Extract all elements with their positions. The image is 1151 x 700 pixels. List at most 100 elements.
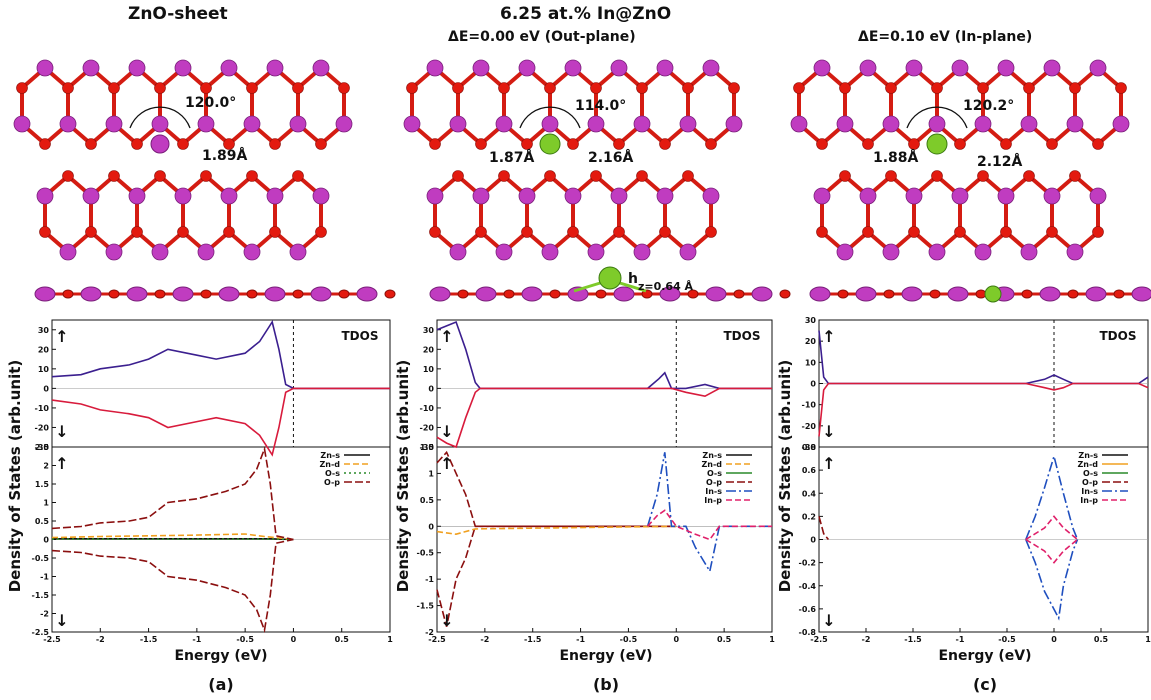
- series-line: [51, 320, 390, 390]
- series-line: [436, 525, 677, 627]
- zn-atom: [1066, 115, 1084, 133]
- y-tick-label: -10: [35, 404, 50, 413]
- col-b-subtitle: ΔE=0.00 eV (Out-plane): [448, 29, 636, 45]
- o-atom: [16, 82, 28, 94]
- zn-atom: [633, 115, 651, 133]
- y-tick-label: 0.5: [420, 496, 435, 505]
- tdos-label: TDOS: [724, 329, 761, 343]
- y-tick-label: 1.5: [420, 443, 435, 452]
- zn-atom-side: [80, 286, 102, 302]
- o-atom-side: [1067, 289, 1079, 299]
- zn-atom: [128, 59, 146, 77]
- zn-atom: [449, 243, 467, 261]
- series-line: [52, 538, 294, 541]
- o-atom: [1092, 138, 1104, 150]
- zn-atom: [564, 59, 582, 77]
- main-title: 6.25 at.% In@ZnO: [500, 4, 672, 24]
- o-atom: [177, 226, 189, 238]
- legend-label: Zn-s: [702, 451, 722, 460]
- o-atom: [292, 82, 304, 94]
- spin-up-arrow: ↑: [55, 454, 68, 473]
- y-tick-label: 20: [423, 345, 435, 354]
- zn-atom-side: [659, 286, 681, 302]
- x-axis-label: Energy (eV): [559, 648, 652, 664]
- series-line: [1025, 515, 1079, 541]
- zn-atom: [702, 187, 720, 205]
- zn-atom: [610, 187, 628, 205]
- y-tick-label: -10: [802, 401, 817, 410]
- o-atom: [613, 226, 625, 238]
- y-tick-label: -30: [420, 443, 435, 452]
- x-tick-label: -1: [956, 635, 965, 644]
- bond-length-label-a: 1.89Å: [202, 147, 248, 164]
- zn-atom: [289, 115, 307, 133]
- zn-atom: [951, 187, 969, 205]
- zn-atom: [541, 243, 559, 261]
- o-atom: [862, 226, 874, 238]
- zn-atom: [1043, 187, 1061, 205]
- o-atom: [636, 170, 648, 182]
- o-atom: [839, 82, 851, 94]
- y-tick-label: -20: [35, 423, 50, 432]
- y-tick-label: 0: [810, 536, 816, 545]
- series-line: [436, 525, 677, 536]
- x-tick-label: -1: [576, 635, 585, 644]
- y-axis-label: Density of States (arb.unit): [394, 360, 412, 593]
- o-atom: [1069, 170, 1081, 182]
- zn-atom: [266, 59, 284, 77]
- zn-atom-side: [751, 286, 773, 302]
- zn-atom: [426, 187, 444, 205]
- x-tick-label: -0.5: [236, 635, 254, 644]
- series-line: [646, 452, 772, 574]
- zn-atom: [813, 187, 831, 205]
- legend-label: O-s: [707, 469, 722, 478]
- series-line: [436, 387, 772, 449]
- x-tick-label: 0.5: [335, 635, 350, 644]
- x-tick-label: 1: [1145, 635, 1151, 644]
- o-atom-side: [384, 289, 396, 299]
- o-atom: [1115, 82, 1127, 94]
- y-tick-label: 30: [805, 316, 817, 325]
- zn-atom: [1020, 243, 1038, 261]
- angle-arc: [906, 106, 968, 129]
- zn-atom: [587, 115, 605, 133]
- x-tick-label: -2.5: [810, 635, 828, 644]
- x-tick-label: -2: [480, 635, 489, 644]
- zn-atom: [449, 115, 467, 133]
- zn-atom: [633, 243, 651, 261]
- x-tick-label: -1.5: [524, 635, 542, 644]
- o-atom: [498, 82, 510, 94]
- y-tick-label: 0: [428, 384, 434, 393]
- zn-atom: [243, 243, 261, 261]
- o-atom-side: [779, 289, 791, 299]
- legend-label: O-p: [324, 478, 340, 487]
- o-atom: [200, 170, 212, 182]
- zn-atom: [151, 115, 169, 133]
- bond-in-label-c: 2.12Å: [977, 153, 1023, 170]
- x-tick-label: -2.5: [428, 635, 446, 644]
- y-tick-label: 20: [805, 337, 817, 346]
- o-atom: [315, 226, 327, 238]
- o-atom: [269, 226, 281, 238]
- zn-atom: [426, 59, 444, 77]
- y-tick-label: -30: [802, 443, 817, 452]
- o-atom: [908, 226, 920, 238]
- o-atom: [315, 138, 327, 150]
- o-atom: [1092, 226, 1104, 238]
- spin-down-arrow: ↓: [55, 611, 68, 630]
- zn-atom: [564, 187, 582, 205]
- o-atom-side: [154, 289, 166, 299]
- series-line: [51, 533, 294, 541]
- o-atom-side: [457, 289, 469, 299]
- zn-atom: [813, 59, 831, 77]
- spin-up-arrow: ↑: [822, 327, 835, 346]
- o-atom: [839, 170, 851, 182]
- x-tick-label: -1.5: [140, 635, 158, 644]
- zn-center-atom: [150, 134, 170, 154]
- zn-atom: [197, 243, 215, 261]
- x-axis-label: Energy (eV): [174, 648, 267, 664]
- structure-top-view-a: [13, 59, 353, 261]
- zn-atom-side: [310, 286, 332, 302]
- zn-atom: [656, 187, 674, 205]
- y-axis-label: Density of States (arb.unit): [6, 360, 24, 593]
